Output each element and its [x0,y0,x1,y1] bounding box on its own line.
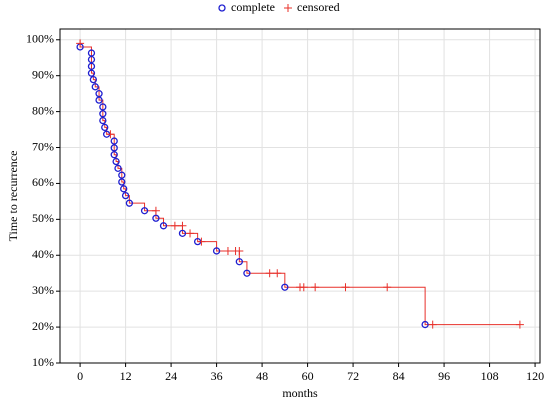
x-tick-label: 60 [302,369,314,383]
y-tick-label: 90% [32,67,54,81]
x-tick-label: 12 [120,369,132,383]
x-tick-label: 0 [77,369,83,383]
complete-point [178,229,187,238]
x-tick-label: 84 [393,369,405,383]
complete-point [91,83,99,91]
y-tick-label: 100% [26,32,54,46]
legend-marker [284,4,292,12]
censored-point [299,283,308,292]
plot-frame [59,28,541,364]
censored-point [383,283,392,292]
censored-point [186,229,195,238]
censored-point [151,206,160,215]
complete-point [99,110,107,118]
complete-point [120,185,128,193]
complete-point [421,320,429,329]
y-tick-label: 50% [32,211,54,225]
complete-point [87,55,96,64]
complete-point [118,178,126,186]
censored-point [265,269,274,278]
complete-point [125,199,134,207]
y-tick-label: 40% [32,247,54,261]
censored-point [235,246,244,255]
x-tick-label: 120 [526,369,544,383]
complete-point [235,258,243,266]
x-tick-label: 72 [347,369,359,383]
censored-point [273,269,282,278]
complete-point [87,69,96,77]
complete-point [140,207,149,215]
censored-point [428,320,437,329]
complete-point [152,214,160,222]
complete-point [110,151,118,159]
complete-point [281,283,289,291]
complete-point [89,75,98,84]
censored-point [311,283,320,292]
x-tick-label: 36 [211,369,223,383]
censored-point [341,283,350,292]
censored-point [223,246,232,255]
complete-point [99,103,107,111]
complete-point [95,96,103,104]
censored-point [76,39,85,48]
censored-point [515,320,524,329]
x-tick-label: 48 [256,369,268,383]
x-tick-label: 96 [438,369,450,383]
complete-point [114,164,122,172]
complete-point [110,137,118,145]
y-tick-label: 20% [32,319,54,333]
censored-point [106,130,115,139]
complete-point [121,191,130,200]
complete-point [87,62,96,71]
legend-label: complete [231,0,275,14]
legend-marker [218,4,226,12]
legend-label: censored [297,0,340,14]
y-tick-label: 60% [32,175,54,189]
y-tick-label: 10% [32,355,54,369]
y-tick-label: 30% [32,283,54,297]
y-axis-label: Time to recurrence [6,151,20,242]
complete-point [112,157,120,166]
x-axis-label: months [282,386,318,400]
complete-point [110,144,118,152]
x-tick-label: 108 [481,369,499,383]
complete-point [243,269,251,277]
complete-point [101,123,109,132]
complete-point [159,222,168,230]
y-tick-label: 80% [32,103,54,117]
complete-point [118,171,126,179]
censored-point [170,221,179,230]
censored-point [178,221,187,230]
complete-point [212,247,221,255]
x-tick-label: 24 [165,369,177,383]
censored-point [197,237,206,246]
complete-point [99,116,107,125]
y-tick-label: 70% [32,139,54,153]
